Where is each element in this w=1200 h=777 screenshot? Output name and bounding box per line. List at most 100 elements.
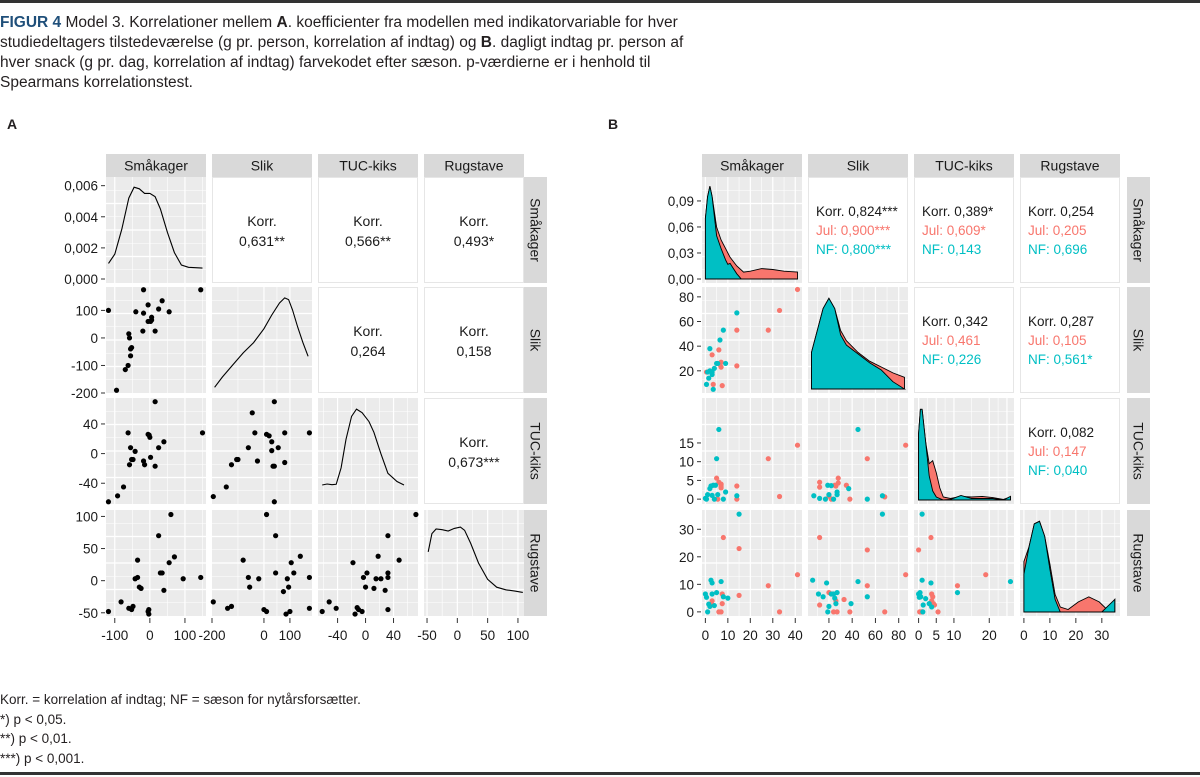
corr-nf: NF: 0,143 bbox=[922, 242, 981, 257]
scatter-point bbox=[382, 587, 388, 593]
scatter-point-jul bbox=[734, 327, 740, 333]
scatter-point bbox=[240, 557, 246, 563]
scatter-point bbox=[360, 574, 367, 581]
y-tick-label: -40 bbox=[78, 476, 98, 491]
scatter-point-nf bbox=[734, 493, 740, 499]
footnote-p001: ***) p < 0,001. bbox=[0, 750, 85, 766]
scatter-point-jul bbox=[714, 475, 720, 481]
scatter-point bbox=[145, 302, 151, 308]
x-tick-label: 100 bbox=[279, 628, 302, 643]
scatter-point-nf bbox=[703, 496, 710, 502]
scatter-point bbox=[271, 463, 277, 469]
scatter-point bbox=[362, 584, 369, 590]
y-tick-label: 0,000 bbox=[64, 272, 98, 287]
caption-text-2: . koefficienter fra modellen med indikat… bbox=[0, 14, 678, 51]
corr-overall: Korr. 0,254 bbox=[1028, 204, 1095, 219]
scatter-point bbox=[288, 560, 294, 566]
scatter-point-jul bbox=[903, 572, 909, 578]
scatter-point-jul bbox=[794, 286, 801, 293]
corr-nf: NF: 0,226 bbox=[922, 352, 981, 367]
scatter-point-nf bbox=[918, 594, 924, 600]
scatter-point-jul bbox=[765, 327, 771, 333]
y-tick-label: 0,06 bbox=[668, 220, 694, 235]
strip-right-smakager bbox=[524, 177, 547, 283]
caption-bold-b: B bbox=[480, 34, 492, 51]
x-tick-label: 60 bbox=[868, 628, 883, 643]
corr-label: Korr. bbox=[459, 323, 489, 339]
corr-label: Korr. bbox=[459, 434, 489, 450]
x-tick-label: 30 bbox=[1094, 628, 1109, 643]
scatter-point bbox=[140, 287, 147, 293]
scatter-point bbox=[306, 605, 313, 611]
scatter-point-nf bbox=[703, 381, 710, 387]
scatter-point-jul bbox=[765, 456, 771, 462]
scatter-point bbox=[125, 362, 131, 369]
scatter-point-nf bbox=[717, 337, 723, 343]
strip-top-smakager bbox=[106, 154, 206, 177]
scatter-point bbox=[269, 439, 275, 445]
scatter-point bbox=[130, 603, 136, 609]
scatter-point bbox=[252, 430, 258, 436]
corr-panel bbox=[808, 177, 908, 283]
scatter-point bbox=[127, 353, 134, 359]
scatter-point bbox=[113, 387, 120, 393]
scatter-point-nf bbox=[711, 602, 717, 609]
scatter-point bbox=[385, 606, 391, 613]
scatter-point bbox=[149, 314, 155, 320]
scatter-point bbox=[180, 576, 186, 582]
scatter-point bbox=[105, 307, 112, 314]
scatter-point bbox=[396, 557, 402, 563]
y-tick-label: 60 bbox=[679, 315, 694, 330]
scatter-point-nf bbox=[830, 496, 837, 502]
corr-panel bbox=[1020, 177, 1120, 283]
corr-label: Korr. bbox=[353, 213, 383, 229]
scatter-point bbox=[166, 309, 172, 315]
scatter-point bbox=[359, 608, 365, 615]
scatter-point bbox=[245, 574, 251, 581]
strip-right-slik bbox=[1127, 287, 1150, 393]
strip-right-label-slik: Slik bbox=[1131, 329, 1147, 353]
scatter-point bbox=[152, 399, 158, 405]
scatter-point-nf bbox=[920, 609, 926, 615]
scatter-point-nf bbox=[714, 589, 720, 596]
corr-panel bbox=[318, 177, 418, 283]
strip-top-tuc-kiks bbox=[914, 154, 1014, 177]
strip-top-rugstave bbox=[424, 154, 524, 177]
strip-right-label-smakager: Småkager bbox=[1131, 198, 1147, 262]
x-tick-label: 100 bbox=[174, 628, 197, 643]
y-tick-label: 0,002 bbox=[64, 241, 98, 256]
scatter-point-jul bbox=[716, 347, 722, 353]
scatter-point bbox=[140, 328, 146, 334]
scatter-point bbox=[224, 605, 231, 611]
corr-nf: NF: 0,800*** bbox=[816, 242, 892, 257]
scatter-point-nf bbox=[919, 577, 925, 583]
scatter-point-jul bbox=[835, 475, 841, 481]
x-tick-label: -100 bbox=[101, 628, 128, 643]
scatter-point-nf bbox=[832, 595, 838, 601]
scatter-point-nf bbox=[720, 327, 726, 333]
strip-right-slik bbox=[524, 287, 547, 393]
scatter-point-jul bbox=[983, 572, 989, 578]
y-tick-label: 0 bbox=[686, 492, 694, 507]
scatter-point-jul bbox=[935, 609, 941, 615]
scatter-point bbox=[271, 499, 277, 505]
corr-panel bbox=[318, 287, 418, 393]
scatter-point-jul bbox=[954, 583, 961, 589]
corr-nf: NF: 0,561* bbox=[1028, 352, 1093, 367]
caption-bold-a: A bbox=[276, 14, 288, 31]
scatter-point bbox=[198, 287, 204, 293]
scatter-point-nf bbox=[709, 580, 715, 586]
density-curve bbox=[214, 297, 309, 388]
x-tick-label: 30 bbox=[765, 628, 780, 643]
scatter-point-nf bbox=[917, 589, 923, 596]
strip-label-slik: Slik bbox=[847, 158, 871, 174]
scatter-point bbox=[247, 584, 253, 590]
scatter-point bbox=[199, 430, 206, 436]
x-tick-label: 100 bbox=[507, 628, 530, 643]
scatter-point-nf bbox=[929, 604, 935, 610]
y-tick-label: 0 bbox=[90, 447, 98, 462]
scatter-point bbox=[306, 430, 313, 436]
scatter-point-nf bbox=[879, 493, 886, 499]
corr-panel bbox=[1020, 287, 1120, 393]
strip-right-label-slik: Slik bbox=[528, 329, 544, 353]
